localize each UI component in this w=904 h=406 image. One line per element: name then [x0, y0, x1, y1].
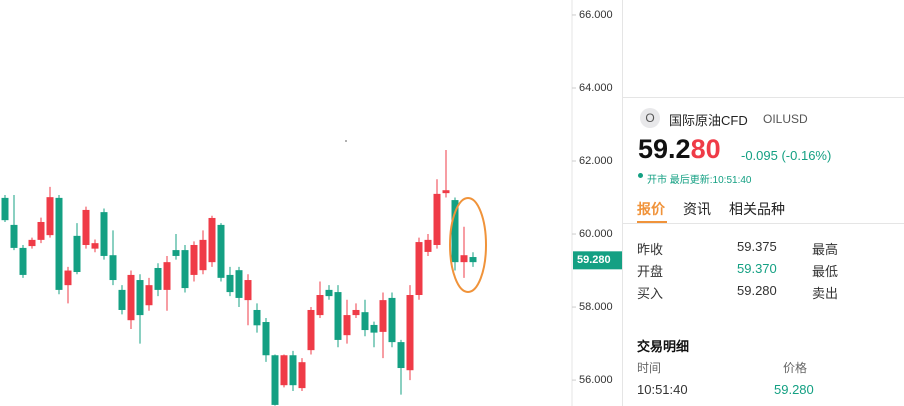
- candle-body: [208, 217, 216, 263]
- candle-body: [316, 295, 324, 316]
- candle-body: [217, 224, 225, 278]
- quote-row: 昨收 59.375 最高: [623, 239, 904, 259]
- candle-body: [469, 257, 477, 263]
- candle-body: [460, 255, 468, 263]
- candle-body: [379, 300, 387, 332]
- candle-body: [244, 280, 252, 301]
- candle-body: [154, 267, 162, 290]
- candle-body: [226, 274, 234, 293]
- trades-header: 价格: [783, 361, 808, 375]
- candle-body: [1, 197, 9, 221]
- candle-body: [37, 221, 45, 240]
- candle-body: [289, 355, 297, 386]
- quote-row: 买入 59.280 卖出: [623, 283, 904, 303]
- candle-body: [235, 270, 243, 298]
- candle-body: [415, 242, 423, 296]
- last-price-tag: [573, 251, 622, 270]
- row-value: 59.375: [737, 239, 777, 254]
- candle-body: [334, 292, 342, 340]
- candle-body: [55, 197, 63, 290]
- candle-body: [19, 247, 27, 275]
- candle-body: [442, 190, 450, 194]
- trade-price: 59.280: [774, 382, 814, 397]
- tab[interactable]: 资讯: [683, 201, 711, 217]
- candle-body: [424, 239, 432, 252]
- divider: [623, 97, 904, 98]
- tab-underline: [637, 221, 667, 223]
- candle-body: [271, 355, 279, 405]
- candle-body: [10, 224, 18, 248]
- candle-body: [181, 250, 189, 289]
- candles: [1, 150, 477, 406]
- candle-body: [397, 342, 405, 369]
- candle-body: [370, 324, 378, 333]
- candle-body: [199, 239, 207, 271]
- candle-body: [253, 309, 261, 326]
- dot: [345, 140, 347, 142]
- row-label: 买入: [637, 286, 664, 301]
- candle-body: [325, 289, 333, 297]
- candle-body: [73, 235, 81, 273]
- status-dot: [638, 173, 643, 178]
- candle-body: [307, 309, 315, 351]
- instrument-name: 国际原油CFD: [669, 113, 748, 128]
- row-label: 开盘: [637, 264, 664, 279]
- candle-body: [82, 209, 90, 245]
- row-value: 59.370: [737, 261, 777, 276]
- candle-body: [298, 362, 306, 389]
- candle-body: [280, 355, 288, 386]
- market-status: 开市 最后更新:10:51:40: [647, 175, 752, 186]
- row-value: 59.280: [737, 283, 777, 298]
- quote-panel: O 国际原油CFD OILUSD 59.280 -0.095 (-0.16%) …: [622, 0, 904, 406]
- quote-row: 开盘 59.370 最低: [623, 261, 904, 281]
- candle-body: [343, 315, 351, 336]
- candle-body: [190, 244, 198, 275]
- candle-body: [388, 297, 396, 343]
- y-tick-label: 62.000: [579, 155, 613, 167]
- y-tick-label: 66.000: [579, 9, 613, 21]
- candle-body: [361, 312, 369, 331]
- row-label: 昨收: [637, 242, 664, 257]
- price-tail: 80: [690, 134, 721, 164]
- tab-divider: [623, 223, 904, 224]
- candle-body: [433, 193, 441, 245]
- y-tick-label: 56.000: [579, 374, 613, 386]
- candle-body: [127, 274, 135, 321]
- price-main: 59.2: [638, 134, 691, 164]
- candle-body: [91, 243, 99, 249]
- row-label: 卖出: [812, 286, 839, 301]
- row-label: 最低: [812, 264, 839, 279]
- candle-body: [136, 280, 144, 316]
- last-price-label: 59.280: [577, 254, 611, 266]
- tab[interactable]: 报价: [637, 201, 665, 217]
- candle-body: [100, 212, 108, 256]
- candle-body: [28, 239, 36, 247]
- candle-body: [163, 262, 171, 290]
- candle-body: [406, 295, 414, 371]
- highlight-ellipse: [449, 197, 487, 293]
- tab[interactable]: 相关品种: [729, 201, 785, 217]
- price: 59.280: [638, 134, 721, 165]
- candle-body: [262, 322, 270, 356]
- candle-body: [118, 289, 126, 310]
- price-change: -0.095 (-0.16%): [741, 148, 832, 163]
- trades-title: 交易明细: [637, 339, 690, 354]
- trade-time: 10:51:40: [637, 382, 688, 397]
- row-label: 最高: [812, 242, 839, 257]
- candle-body: [145, 285, 153, 306]
- candle-body: [451, 200, 459, 263]
- candle-body: [64, 270, 72, 286]
- y-tick-label: 64.000: [579, 82, 613, 94]
- candle-body: [172, 250, 180, 256]
- trades-header: 时间: [637, 361, 662, 375]
- chart: 56.000 58.000 60.000 62.000 64.000 66.000 59.2…: [1, 0, 622, 406]
- y-tick-label: 58.000: [579, 301, 613, 313]
- candle-body: [352, 309, 360, 316]
- candle-body: [109, 255, 117, 281]
- y-tick-label: 60.000: [579, 228, 613, 240]
- instrument-symbol: OILUSD: [763, 112, 808, 126]
- symbol-icon: O: [640, 108, 660, 128]
- candle-body: [46, 197, 54, 236]
